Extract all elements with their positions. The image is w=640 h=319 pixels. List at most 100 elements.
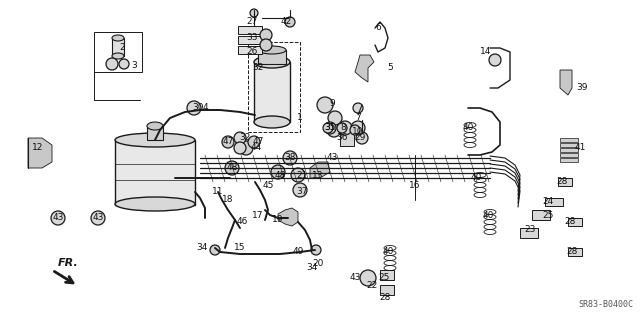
Text: 44: 44 (250, 144, 262, 152)
Text: 10: 10 (352, 128, 364, 137)
Bar (258, 50, 286, 64)
Text: 40: 40 (382, 248, 394, 256)
Text: 34: 34 (196, 243, 208, 253)
Text: 40: 40 (483, 211, 493, 219)
Text: 45: 45 (262, 181, 274, 189)
Circle shape (210, 245, 220, 255)
Circle shape (360, 270, 376, 286)
Bar (380, 270, 394, 280)
Circle shape (260, 29, 272, 41)
Text: 47: 47 (222, 137, 234, 146)
Text: 36: 36 (336, 133, 348, 143)
Ellipse shape (147, 122, 163, 130)
Text: 26: 26 (246, 48, 258, 56)
Text: 16: 16 (409, 181, 420, 189)
Text: FR.: FR. (58, 258, 79, 268)
Circle shape (356, 132, 368, 144)
Text: 7: 7 (355, 114, 361, 122)
Circle shape (51, 211, 65, 225)
Text: 34: 34 (307, 263, 317, 272)
Bar (560, 158, 578, 162)
Text: 4: 4 (202, 103, 208, 113)
Text: 37: 37 (296, 188, 308, 197)
Bar (532, 210, 550, 220)
Polygon shape (355, 55, 374, 82)
Text: 28: 28 (564, 218, 576, 226)
Text: 28: 28 (380, 293, 390, 302)
Text: 33: 33 (246, 33, 258, 42)
Text: 40: 40 (470, 174, 482, 182)
Bar (560, 143, 578, 147)
Text: 48: 48 (275, 170, 285, 180)
Ellipse shape (112, 35, 124, 41)
Polygon shape (310, 162, 330, 178)
Circle shape (250, 9, 258, 17)
Circle shape (291, 168, 305, 182)
Bar (545, 198, 563, 206)
Text: 40: 40 (462, 123, 474, 132)
Text: 42: 42 (280, 18, 292, 26)
Circle shape (222, 136, 234, 148)
Circle shape (350, 125, 360, 135)
Text: 29: 29 (355, 133, 365, 143)
Text: 48: 48 (227, 164, 237, 173)
Text: 13: 13 (312, 170, 324, 180)
Text: 11: 11 (212, 188, 224, 197)
Text: 2: 2 (119, 43, 125, 53)
Circle shape (323, 123, 333, 133)
Text: 43: 43 (92, 213, 104, 222)
Circle shape (106, 58, 118, 70)
Text: 39: 39 (576, 84, 588, 93)
Text: 25: 25 (542, 211, 554, 219)
Text: 5: 5 (387, 63, 393, 72)
Circle shape (225, 161, 239, 175)
Bar (560, 148, 578, 152)
Polygon shape (278, 208, 298, 226)
Bar (340, 130, 354, 146)
Text: 28: 28 (556, 177, 568, 187)
Text: 31: 31 (324, 123, 336, 132)
Text: 19: 19 (272, 216, 284, 225)
Text: 47: 47 (252, 137, 264, 146)
Circle shape (324, 122, 336, 134)
Ellipse shape (254, 116, 290, 128)
Circle shape (328, 111, 342, 125)
Text: 43: 43 (52, 213, 64, 222)
Text: 8: 8 (340, 123, 346, 132)
Polygon shape (560, 70, 572, 95)
Text: 12: 12 (32, 144, 44, 152)
Circle shape (285, 17, 295, 27)
Text: 27: 27 (246, 18, 258, 26)
Circle shape (260, 39, 272, 51)
Bar (112, 38, 124, 56)
Bar (238, 36, 262, 44)
Text: 20: 20 (312, 259, 324, 269)
Circle shape (234, 132, 246, 144)
Circle shape (293, 183, 307, 197)
Ellipse shape (115, 197, 195, 211)
Text: 49: 49 (292, 248, 304, 256)
Polygon shape (28, 138, 52, 168)
Text: 43: 43 (326, 153, 338, 162)
Circle shape (327, 123, 341, 137)
Circle shape (239, 141, 253, 155)
Text: 41: 41 (574, 144, 586, 152)
Bar (238, 26, 262, 34)
Circle shape (311, 245, 321, 255)
Ellipse shape (258, 46, 286, 54)
Circle shape (248, 136, 260, 148)
Circle shape (119, 59, 129, 69)
Text: 9: 9 (329, 100, 335, 108)
Text: 22: 22 (366, 281, 378, 291)
Ellipse shape (254, 56, 290, 68)
Text: 17: 17 (252, 211, 264, 219)
Circle shape (283, 151, 297, 165)
Text: 15: 15 (234, 243, 246, 253)
Text: 46: 46 (236, 218, 248, 226)
Bar (558, 178, 572, 186)
Text: 24: 24 (542, 197, 554, 206)
Text: SR83-B0400C: SR83-B0400C (578, 300, 633, 309)
Circle shape (187, 101, 201, 115)
Bar (238, 46, 262, 54)
Circle shape (234, 142, 246, 154)
